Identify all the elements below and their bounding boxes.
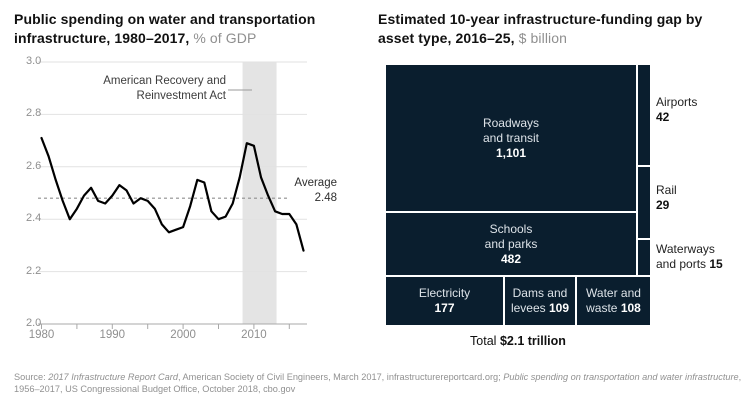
x-tick-label: 2000 xyxy=(170,329,196,341)
source-suffix: , 1956–2017, US Congressional Budget Off… xyxy=(14,372,742,394)
treemap-total-label: Total xyxy=(470,334,500,348)
y-tick-label: 2.8 xyxy=(26,107,42,120)
source-title-1: 2017 Infrastructure Report Card xyxy=(48,372,178,382)
treemap-block-waterways xyxy=(638,240,650,275)
y-tick-label: 2.2 xyxy=(26,264,42,277)
treemap-block-dams: Dams and levees 109 xyxy=(505,277,575,325)
left-chart-title: Public spending on water and transportat… xyxy=(14,10,366,48)
source-mid: , American Society of Civil Engineers, M… xyxy=(177,372,504,382)
x-tick-label: 1990 xyxy=(99,329,126,341)
right-chart-title: Estimated 10-year infrastructure-funding… xyxy=(378,10,728,48)
treemap-total-value: $2.1 trillion xyxy=(499,334,566,348)
average-label: Average 2.48 xyxy=(270,176,337,206)
left-chart-title-bold: Public spending on water and transportat… xyxy=(14,11,316,46)
average-label-value: 2.48 xyxy=(314,192,337,204)
y-tick-label: 2.6 xyxy=(26,159,42,172)
y-tick-label: 2.4 xyxy=(26,212,42,225)
treemap-block-electricity: Electricity 177 xyxy=(386,277,503,325)
x-tick-label: 1980 xyxy=(28,329,55,341)
left-chart-title-unit: % of GDP xyxy=(189,30,257,46)
source-footer: Source: 2017 Infrastructure Report Card,… xyxy=(14,372,747,396)
treemap-block-water: Water and waste 108 xyxy=(577,277,650,325)
arra-annotation: American Recovery and Reinvestment Act xyxy=(70,74,226,104)
treemap: Roadways and transit 1,101 Schools and parks… xyxy=(386,65,723,325)
treemap-block-airports xyxy=(638,65,650,165)
treemap-label-rail: Rail 29 xyxy=(656,183,677,212)
treemap-block-roadways: Roadways and transit 1,101 xyxy=(386,65,636,211)
treemap-block-rail xyxy=(638,167,650,238)
treemap-label-schools: Schools and parks 482 xyxy=(484,221,538,266)
source-prefix: Source: xyxy=(14,372,49,382)
arra-annotation-line2: Reinvestment Act xyxy=(136,90,226,102)
treemap-label-waterways: Waterways and ports 15 xyxy=(656,242,723,271)
y-tick-label: 3.0 xyxy=(26,55,42,67)
right-chart-title-unit: $ billion xyxy=(514,30,568,46)
treemap-total: Total $2.1 trillion xyxy=(386,334,650,348)
treemap-label-roadways: Roadways and transit 1,101 xyxy=(482,115,540,160)
y-tick-label: 2.0 xyxy=(26,317,42,329)
x-tick-label: 2010 xyxy=(241,329,267,341)
treemap-label-water: Water and waste 108 xyxy=(586,286,641,315)
spending-series-line xyxy=(40,136,305,252)
right-chart-title-bold: Estimated 10-year infrastructure-funding… xyxy=(378,11,703,46)
treemap-label-dams: Dams and levees 109 xyxy=(510,286,570,315)
treemap-label-electricity: Electricity 177 xyxy=(418,286,471,315)
arra-annotation-line1: American Recovery and xyxy=(103,75,226,87)
treemap-block-schools: Schools and parks 482 xyxy=(386,213,636,275)
arra-highlight-band xyxy=(242,62,277,324)
source-title-2: Public spending on transportation and wa… xyxy=(503,372,739,382)
treemap-label-airports: Airports 42 xyxy=(656,95,698,124)
average-label-text: Average xyxy=(294,177,337,189)
